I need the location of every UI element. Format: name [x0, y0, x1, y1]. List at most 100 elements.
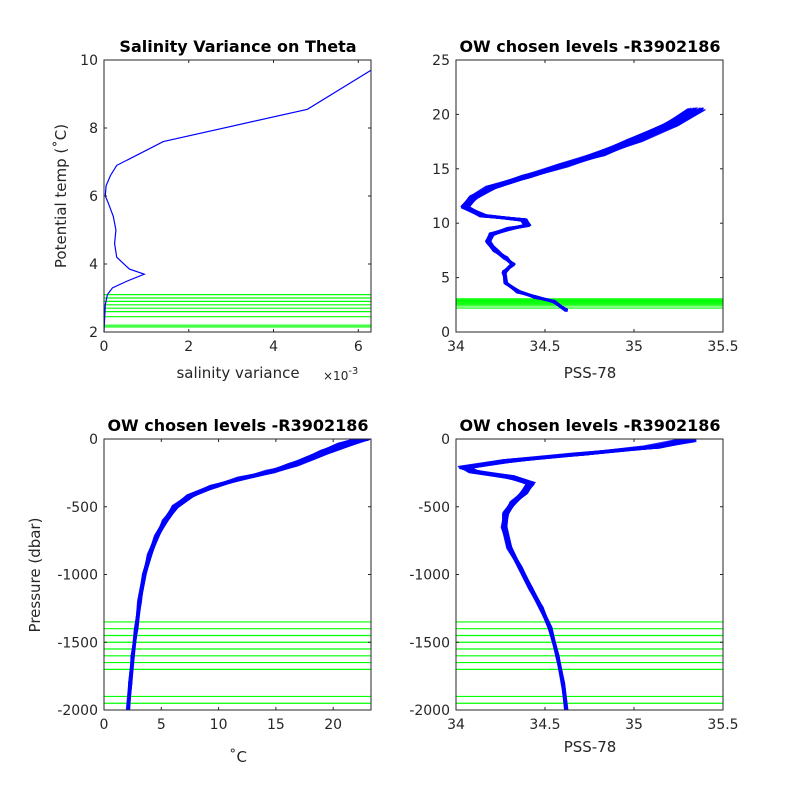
x-tick-label: 34.5: [529, 339, 560, 355]
profile-line: [463, 107, 695, 312]
y-tick-label: 5: [441, 271, 450, 287]
x-tick-label: 5: [157, 717, 166, 733]
x-tick-label: 10: [210, 717, 228, 733]
x-tick-label: 35: [625, 339, 643, 355]
x-tick-label: 0: [100, 339, 109, 355]
panel-4-level-lines: [456, 621, 723, 704]
panel-3-xlabel: ˚C: [229, 748, 247, 766]
profile-line: [463, 107, 699, 310]
profile-line: [462, 108, 696, 311]
panel-1-x-exponent: ×10-3: [323, 366, 358, 383]
profile-line: [463, 108, 700, 310]
panel-salinity-pressure: OW chosen levels -R3902186 34 34.5 35 35.5 -…: [409, 416, 738, 756]
profile-line: [464, 108, 702, 311]
profile-line: [468, 439, 697, 710]
profile-line: [460, 109, 690, 311]
profile-line: [128, 438, 369, 710]
profile-line: [466, 109, 699, 312]
x-tick-label: 34: [447, 717, 465, 733]
profile-line: [460, 108, 692, 312]
profile-line: [466, 108, 703, 310]
y-tick-label: -1500: [57, 635, 98, 651]
panel-4-series: [457, 438, 697, 711]
panel-4-ticks: 34 34.5 35 35.5 -2000 -1500 -1000 -500 0: [409, 432, 738, 733]
y-tick-label: 15: [432, 162, 450, 178]
profile-line: [463, 109, 693, 311]
profile-line: [466, 109, 705, 310]
profile-line: [465, 109, 701, 311]
y-tick-label: -1500: [409, 635, 450, 651]
profile-line: [464, 107, 696, 311]
profile-line: [460, 109, 691, 311]
profile-line: [465, 108, 702, 310]
x-tick-label: 0: [100, 717, 109, 733]
profile-line: [464, 109, 700, 310]
panel-1-xlabel: salinity variance: [176, 364, 299, 382]
x-tick-label: 15: [267, 717, 285, 733]
profile-line: [128, 438, 363, 711]
profile-line: [468, 439, 692, 710]
profile-line: [464, 107, 702, 311]
panel-3-level-lines: [104, 621, 371, 704]
panel-temp-pressure: OW chosen levels -R3902186 0 5 10 15 20 -2000…: [26, 416, 372, 766]
x-tick-label: 2: [184, 339, 193, 355]
profile-line: [465, 107, 703, 311]
variance-line: [103, 69, 372, 333]
panel-1-level-lines: [104, 294, 371, 328]
profile-line: [464, 107, 698, 311]
panel-2-series: [460, 107, 706, 312]
profile-line: [466, 107, 705, 312]
x-tick-label: 4: [269, 339, 278, 355]
profile-line: [462, 109, 695, 311]
profile-line: [127, 438, 369, 710]
y-tick-label: 4: [89, 257, 98, 273]
profile-line: [466, 107, 702, 310]
profile-line: [463, 109, 699, 312]
profile-line: [466, 440, 691, 709]
profile-line: [462, 107, 692, 310]
profile-line: [464, 109, 698, 312]
profile-line: [462, 109, 692, 312]
profile-line: [461, 108, 690, 310]
profile-line: [465, 109, 698, 312]
profile-line: [465, 107, 702, 310]
profile-line: [464, 107, 697, 311]
profile-line: [462, 109, 695, 312]
y-tick-label: 2: [89, 325, 98, 341]
profile-line: [462, 440, 686, 709]
profile-line: [461, 107, 690, 312]
profile-line: [464, 109, 700, 310]
profile-line: [464, 108, 700, 312]
profile-line: [466, 109, 702, 311]
profile-line: [465, 108, 701, 310]
y-tick-label: 25: [432, 53, 450, 69]
panel-3-ylabel: Pressure (dbar): [26, 518, 44, 633]
panel-4-xlabel: PSS-78: [564, 738, 617, 756]
profile-line: [466, 109, 701, 311]
profile-line: [462, 108, 695, 311]
profile-line: [465, 439, 694, 710]
profile-line: [466, 107, 701, 311]
profile-line: [462, 108, 691, 310]
profile-line: [466, 108, 699, 311]
profile-line: [463, 109, 695, 310]
panel-2-xlabel: PSS-78: [564, 364, 617, 382]
y-tick-label: 0: [89, 432, 98, 448]
y-tick-label: 6: [89, 189, 98, 205]
profile-line: [462, 107, 696, 310]
y-tick-label: -1000: [57, 568, 98, 584]
profile-line: [463, 109, 698, 312]
y-tick-label: -500: [418, 500, 450, 516]
profile-line: [462, 109, 696, 312]
profile-line: [465, 109, 699, 310]
panel-1-title: Salinity Variance on Theta: [119, 37, 356, 56]
y-tick-label: 8: [89, 121, 98, 137]
profile-line: [465, 108, 702, 310]
profile-line: [463, 109, 695, 311]
profile-line: [462, 108, 695, 311]
profile-line: [467, 109, 704, 312]
profile-line: [462, 109, 694, 312]
x-tick-label: 35: [625, 717, 643, 733]
profile-line: [128, 438, 371, 709]
